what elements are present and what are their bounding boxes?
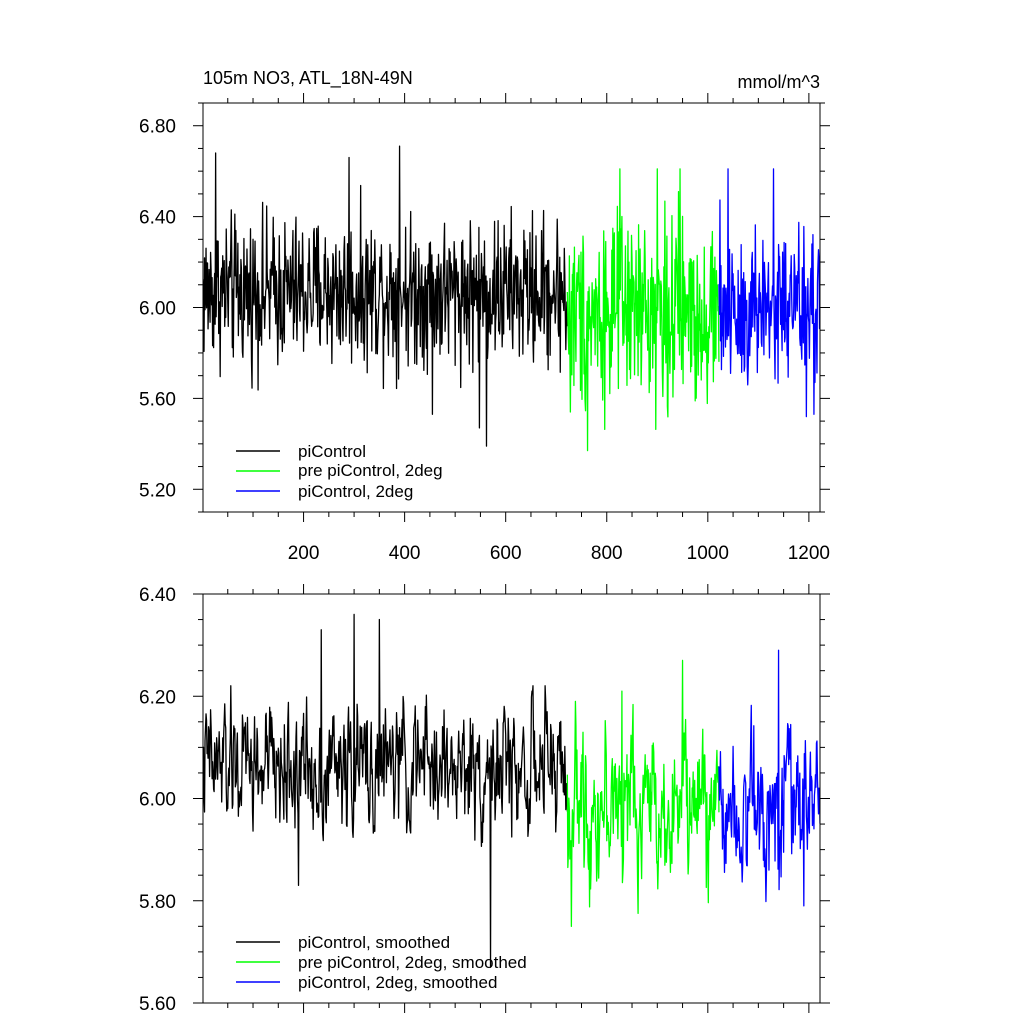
y-tick-label: 5.20 xyxy=(139,480,176,501)
x-tick-label: 1000 xyxy=(687,543,729,564)
y-tick-label: 5.60 xyxy=(139,389,176,410)
y-tick-label: 6.00 xyxy=(139,299,176,320)
plot-panel-2: 5.60 5.80 6.00 6.20 6.40 xyxy=(139,584,830,1015)
legend-label-pre-picontrol-2deg: pre piControl, 2deg xyxy=(298,461,443,480)
y-tick-label: 6.40 xyxy=(139,585,176,606)
x-tick-label: 1200 xyxy=(788,543,830,564)
series-line-picontrol-2deg xyxy=(718,168,820,418)
units-label: mmol/m^3 xyxy=(738,72,820,92)
x-tick-label: 800 xyxy=(591,543,623,564)
y-tick-label: 6.00 xyxy=(139,790,176,811)
y-tick-label: 6.80 xyxy=(139,117,176,138)
legend-label-pre-picontrol-2deg-smoothed: pre piControl, 2deg, smoothed xyxy=(298,953,527,972)
series-line-picontrol-smoothed xyxy=(203,613,568,968)
series-line-picontrol xyxy=(203,145,568,447)
x-tick-label: 200 xyxy=(288,543,320,564)
legend-label-picontrol: piControl xyxy=(298,442,366,461)
y-tick-label: 5.60 xyxy=(139,994,176,1015)
chart-title: 105m NO3, ATL_18N-49N xyxy=(203,68,413,89)
y-tick-label: 6.40 xyxy=(139,208,176,229)
legend-label-picontrol-2deg-smoothed: piControl, 2deg, smoothed xyxy=(298,973,497,992)
series-line-picontrol-2deg-smoothed xyxy=(718,649,820,907)
series-line-pre-picontrol-2deg xyxy=(566,168,720,452)
y-tick-label: 5.80 xyxy=(139,892,176,913)
x-tick-label: 600 xyxy=(490,543,522,564)
y-tick-label: 6.20 xyxy=(139,687,176,708)
plot-panel-1: 200 400 600 800 1000 1200 5.20 5.60 6.00 6.40 6.80 xyxy=(139,93,830,564)
series-line-pre-picontrol-2deg-smoothed xyxy=(566,659,720,927)
legend-label-picontrol-smoothed: piControl, smoothed xyxy=(298,933,450,952)
x-tick-label: 400 xyxy=(389,543,421,564)
legend-label-picontrol-2deg: piControl, 2deg xyxy=(298,482,413,501)
